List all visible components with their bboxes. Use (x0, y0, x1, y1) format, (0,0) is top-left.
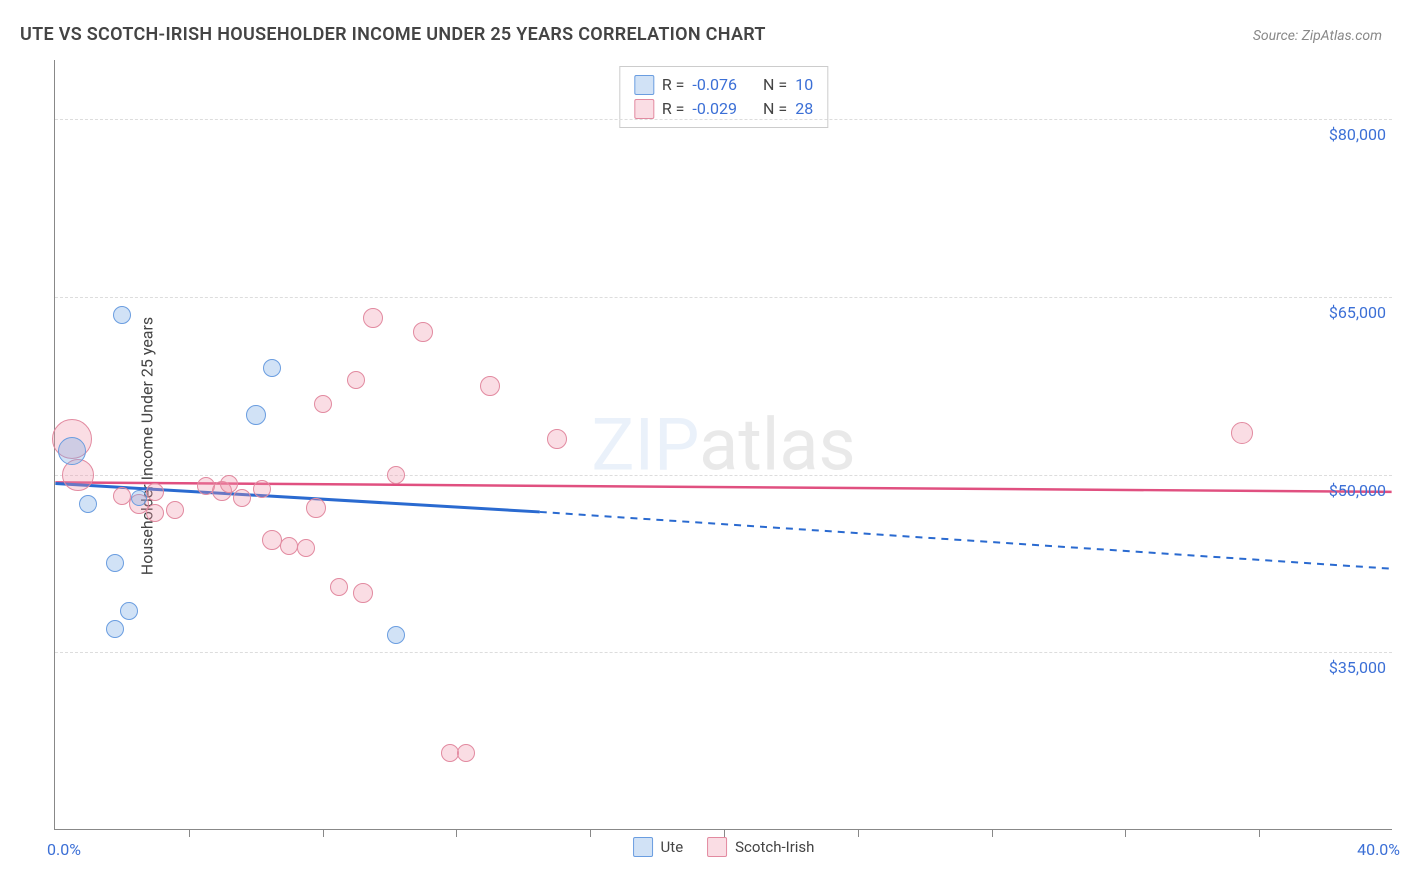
data-point-scotch (1231, 422, 1253, 444)
trend-lines-layer (55, 60, 1392, 829)
chart-plot-area: ZIPatlas R = -0.076 N = 10 R = -0.029 N … (54, 60, 1392, 830)
data-point-ute (113, 306, 131, 324)
grid-line (55, 119, 1392, 120)
data-point-ute (131, 490, 147, 506)
data-point-scotch (253, 480, 271, 498)
legend-n-label: N = (763, 97, 787, 121)
legend-swatch-scotch (707, 837, 727, 857)
data-point-scotch (441, 744, 459, 762)
data-point-scotch (220, 475, 238, 493)
data-point-scotch (146, 483, 164, 501)
legend-n-value-scotch: 28 (795, 97, 813, 121)
data-point-ute (58, 437, 86, 465)
data-point-ute (387, 626, 405, 644)
data-point-scotch (280, 537, 298, 555)
data-point-scotch (330, 578, 348, 596)
data-point-scotch (233, 489, 251, 507)
x-tick (189, 829, 190, 837)
x-axis-min-label: 0.0% (47, 840, 81, 859)
data-point-scotch (413, 322, 433, 342)
legend-swatch-ute (633, 837, 653, 857)
y-tick-label: $65,000 (1329, 303, 1386, 322)
data-point-ute (106, 554, 124, 572)
data-point-ute (263, 359, 281, 377)
chart-title: UTE VS SCOTCH-IRISH HOUSEHOLDER INCOME U… (20, 24, 766, 45)
data-point-ute (106, 620, 124, 638)
legend-r-label: R = (662, 73, 685, 97)
data-point-scotch (306, 498, 326, 518)
data-point-scotch (480, 376, 500, 396)
legend-r-label: R = (662, 97, 685, 121)
legend-item-scotch: Scotch-Irish (707, 837, 814, 857)
x-tick (456, 829, 457, 837)
x-axis-max-label: 40.0% (1357, 840, 1400, 859)
y-tick-label: $80,000 (1329, 125, 1386, 144)
series-legend: Ute Scotch-Irish (633, 837, 815, 857)
grid-line (55, 652, 1392, 653)
x-tick (323, 829, 324, 837)
legend-label-ute: Ute (661, 838, 684, 856)
x-tick (590, 829, 591, 837)
data-point-ute (79, 495, 97, 513)
data-point-scotch (166, 501, 184, 519)
legend-r-value-ute: -0.076 (692, 73, 737, 97)
data-point-scotch (347, 371, 365, 389)
correlation-legend-row-scotch: R = -0.029 N = 28 (634, 97, 813, 121)
grid-line (55, 475, 1392, 476)
x-tick (992, 829, 993, 837)
data-point-scotch (387, 466, 405, 484)
data-point-ute (246, 405, 266, 425)
x-tick (1259, 829, 1260, 837)
data-point-scotch (146, 504, 164, 522)
legend-r-value-scotch: -0.029 (692, 97, 737, 121)
legend-swatch-scotch (634, 99, 654, 119)
y-tick-label: $35,000 (1329, 658, 1386, 677)
grid-line (55, 297, 1392, 298)
data-point-ute (120, 602, 138, 620)
data-point-scotch (457, 744, 475, 762)
x-tick (724, 829, 725, 837)
legend-swatch-ute (634, 75, 654, 95)
x-tick (858, 829, 859, 837)
legend-n-value-ute: 10 (795, 73, 813, 97)
data-point-scotch (353, 583, 373, 603)
y-tick-label: $50,000 (1329, 481, 1386, 500)
x-tick (1125, 829, 1126, 837)
legend-n-label: N = (763, 73, 787, 97)
data-point-scotch (363, 308, 383, 328)
legend-item-ute: Ute (633, 837, 684, 857)
source-label: Source: ZipAtlas.com (1253, 28, 1382, 44)
legend-label-scotch: Scotch-Irish (735, 838, 814, 856)
data-point-scotch (314, 395, 332, 413)
data-point-scotch (547, 429, 567, 449)
data-point-scotch (297, 539, 315, 557)
correlation-legend-row-ute: R = -0.076 N = 10 (634, 73, 813, 97)
